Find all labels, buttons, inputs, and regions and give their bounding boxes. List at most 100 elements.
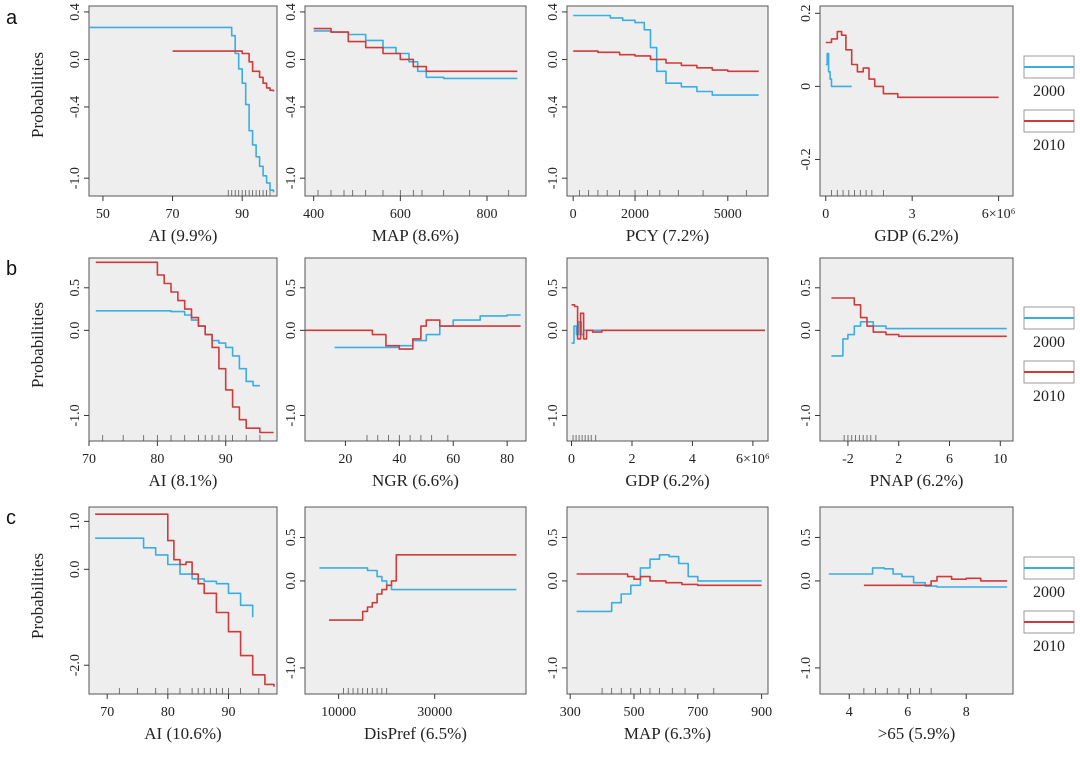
panel-6-ytick-label: -1.0 (284, 404, 299, 426)
panel-6-ytick-label: 0.5 (284, 279, 299, 297)
panel-5-series-2010-line (95, 261, 274, 434)
row-c-letter: c (6, 507, 16, 529)
panel-6-ytick-label: 0.0 (284, 322, 299, 340)
panel-10-xtick-label: 10000 (321, 705, 356, 720)
panel-11: 300 500 700 900 0.5 0.0 -1.0 MAP (6.3%) (546, 506, 772, 743)
panel-9-xtick-label: 70 (100, 705, 114, 720)
row-b-letter: b (6, 258, 17, 280)
legend-label-2010: 2010 (1033, 388, 1065, 405)
panel-10-xlabel: DisPref (6.5%) (364, 724, 467, 743)
panel-9-xtick-label: 90 (221, 705, 235, 720)
panel-5: 70 80 90 0.5 0.0 -1.0 AI (8.1%) (68, 257, 278, 490)
panel-7: 0 2 4 6×10⁶ 0.5 0.0 -1.0 GDP (6.2%) (546, 257, 770, 490)
panel-10-series-2000-line (319, 567, 517, 591)
panel-5-xtick-label: 80 (150, 452, 164, 467)
panel-11-xtick-label: 500 (624, 705, 645, 720)
panel-7-xtick-label: 0 (568, 452, 575, 467)
panel-9-xlabel: AI (10.6%) (144, 724, 221, 743)
panel-6-xtick-label: 80 (500, 452, 514, 467)
panel-4: 0 3 6×10⁶ 0.2 0 -0.2 GDP (6.2%) (799, 5, 1016, 245)
panel-9-ytick-label: -2.0 (68, 654, 83, 676)
row-a-letter: a (6, 7, 18, 29)
panel-9-ytick-label: 0.0 (68, 561, 83, 579)
panel-5-ytick-label: 0.5 (68, 279, 83, 297)
panel-8-ytick-label: 0.5 (799, 279, 814, 297)
legend-row-1: 2000 2010 (1023, 55, 1075, 154)
panel-9-series-2010-line (95, 513, 275, 687)
panel-11-ytick-label: -1.0 (546, 657, 561, 679)
panel-12-ytick-label: 0.5 (799, 529, 814, 547)
panel-1-plot-area (88, 5, 278, 197)
panel-11-xtick-label: 900 (751, 705, 772, 720)
legends-layer: 2000 2010 2000 2010 2000 2010 (1023, 55, 1075, 655)
panel-4-ytick-label: 0 (799, 83, 814, 90)
panel-2-xlabel: MAP (8.6%) (372, 226, 459, 245)
panel-11-xlabel: MAP (6.3%) (624, 724, 711, 743)
panel-2-xtick-label: 600 (390, 207, 411, 222)
row-labels-layer: a b c Probabilities Probabilities Probab… (6, 7, 47, 639)
panel-4-ytick-label: -0.2 (799, 148, 814, 170)
panel-5-xtick-label: 90 (219, 452, 233, 467)
panel-11-ytick-label: 0.0 (546, 572, 561, 590)
panel-10-series-2010-line (329, 554, 517, 621)
panel-5-ytick-label: -1.0 (68, 404, 83, 426)
panel-3-ytick-label: 0.0 (546, 51, 561, 69)
panel-5-ytick-label: 0.0 (68, 322, 83, 340)
panel-11-ytick-label: 0.5 (546, 529, 561, 547)
panel-4-xtick-label: 3 (909, 207, 916, 222)
panel-6: 20 40 60 80 0.5 0.0 -1.0 NGR (6.6%) (284, 257, 527, 490)
panel-10-ytick-label: 0.5 (284, 529, 299, 547)
panel-6-plot-area (304, 257, 527, 442)
panel-2-ytick-label: -0.4 (284, 96, 299, 118)
panel-12-xtick-label: 6 (904, 705, 911, 720)
panel-11-xtick-label: 300 (560, 705, 581, 720)
panel-1-ytick-label: 0.4 (68, 3, 83, 21)
legend-label-2000: 2000 (1033, 83, 1065, 100)
panel-5-xlabel: AI (8.1%) (149, 471, 218, 490)
panel-4-ytick-label: 0.2 (799, 5, 814, 23)
panel-5-plot-area (88, 257, 278, 442)
panel-6-xtick-label: 20 (338, 452, 352, 467)
panel-11-series-2010-line (576, 573, 762, 587)
panel-8-xtick-label: 6 (946, 452, 953, 467)
panel-1-xtick-label: 50 (96, 207, 110, 222)
panel-2-series-2010-line (313, 27, 518, 73)
panel-3-plot-area (566, 5, 769, 197)
panel-8: -2 2 6 10 0.5 0.0 -1.0 PNAP (6.2%) (799, 257, 1014, 490)
panel-8-xtick-label: -2 (842, 452, 854, 467)
panel-1-xlabel: AI (9.9%) (149, 226, 218, 245)
panel-8-ytick-label: -1.0 (799, 404, 814, 426)
panel-3-ytick-label: 0.4 (546, 3, 561, 21)
panel-10-plot-area (304, 506, 527, 695)
panel-7-ytick-label: -1.0 (546, 404, 561, 426)
panel-4-plot-area (819, 5, 1014, 197)
panel-4-xtick-label: 6×10⁶ (982, 207, 1016, 222)
panel-8-xlabel: PNAP (6.2%) (870, 471, 964, 490)
panel-1-xtick-label: 90 (235, 207, 249, 222)
panel-10: 10000 30000 0.5 0.0 -1.0 DisPref (6.5%) (284, 506, 527, 743)
panel-1-ytick-label: 0.0 (68, 51, 83, 69)
panel-7-series-2010-line (571, 304, 765, 340)
panel-7-xtick-label: 2 (628, 452, 635, 467)
panel-4-xlabel: GDP (6.2%) (874, 226, 958, 245)
panel-3-ytick-label: -0.4 (546, 96, 561, 118)
panel-3-xtick-label: 0 (570, 207, 577, 222)
panel-7-xtick-label: 4 (689, 452, 696, 467)
panel-9-xtick-label: 80 (161, 705, 175, 720)
panel-10-xtick-label: 30000 (417, 705, 452, 720)
panel-9-plot-area (88, 506, 278, 695)
panel-2-ytick-label: -1.0 (284, 167, 299, 189)
panel-12: 4 6 8 0.5 0.0 -1.0 >65 (5.9%) (799, 506, 1014, 743)
panel-2-xtick-label: 800 (477, 207, 498, 222)
panel-1: 50 70 90 0.4 0.0 -0.4 -1.0 AI (9.9%) (68, 3, 278, 245)
panel-4-series-2000-line (825, 52, 852, 88)
panel-8-xtick-label: 10 (993, 452, 1007, 467)
panel-8-ytick-label: 0.0 (799, 322, 814, 340)
legend-label-2010: 2010 (1033, 137, 1065, 154)
panel-3-xtick-label: 2000 (621, 207, 649, 222)
panel-1-xtick-label: 70 (166, 207, 180, 222)
panel-12-xtick-label: 8 (963, 705, 970, 720)
panel-2-xtick-label: 400 (303, 207, 324, 222)
panel-3-xtick-label: 5000 (714, 207, 742, 222)
panel-6-series-2010-line (305, 319, 521, 350)
